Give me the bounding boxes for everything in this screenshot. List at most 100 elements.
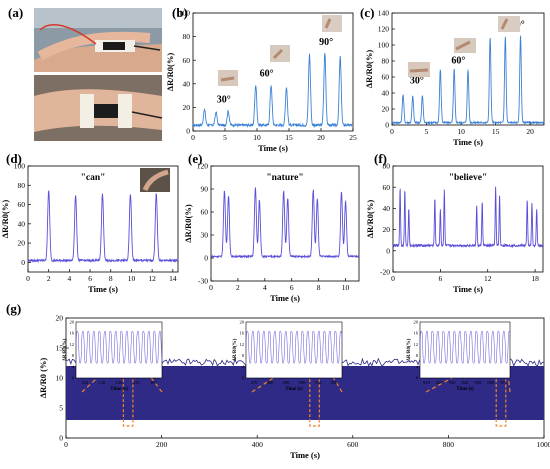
inset-y-tick-label: 8 xyxy=(416,353,419,358)
inset-x-tick-label: 130 xyxy=(98,380,106,385)
panel-label-d: (d) xyxy=(6,151,22,166)
x-tick-label: 25 xyxy=(349,133,357,142)
series-line xyxy=(192,53,354,128)
inset-x-tick-label: 940 xyxy=(462,380,470,385)
x-tick-label: 5 xyxy=(223,133,227,142)
x-axis-label: Time (s) xyxy=(453,137,483,147)
panel-label-c: (c) xyxy=(360,5,374,20)
inset-y-tick-label: 4 xyxy=(242,364,245,369)
x-tick-label: 15 xyxy=(285,133,293,142)
angle-annotation: 30° xyxy=(410,75,424,86)
inset-series-line xyxy=(75,330,163,364)
y-tick-label: 60 xyxy=(201,208,209,217)
inset-y-tick-label: 20 xyxy=(70,320,75,325)
x-axis-label: Time (s) xyxy=(453,284,483,294)
x-tick-label: 20 xyxy=(317,133,325,142)
photo-wrist-sensor-bottom xyxy=(34,75,163,141)
y-tick-label: 20 xyxy=(383,225,391,234)
angle-annotation: 60° xyxy=(260,69,274,80)
inset-y-axis-label: ΔR/R0(%) xyxy=(233,338,238,361)
angle-annotation: 60° xyxy=(451,55,465,66)
y-tick-label: 90 xyxy=(201,185,209,194)
panel-label-g: (g) xyxy=(6,301,21,316)
x-tick-label: 8 xyxy=(317,283,321,292)
inset-x-tick-label: 970 xyxy=(500,380,508,385)
inset-x-axis-label: Time (s) xyxy=(456,387,474,392)
x-tick-label: 200 xyxy=(156,440,168,449)
panel-label-b: (b) xyxy=(172,5,188,20)
highlight-box xyxy=(122,353,134,427)
x-tick-label: 14 xyxy=(169,274,177,283)
plot-frame xyxy=(392,165,544,273)
inset-x-tick-label: 150 xyxy=(133,380,141,385)
y-tick-label: 140 xyxy=(378,9,390,18)
spoken-word-label: "believe" xyxy=(449,173,488,183)
inset-x-tick-label: 480 xyxy=(267,380,275,385)
y-tick-label: 0 xyxy=(385,121,389,130)
x-tick-label: 0 xyxy=(26,274,30,283)
plot-frame xyxy=(27,165,179,273)
x-tick-label: 400 xyxy=(252,440,264,449)
y-tick-label: 0 xyxy=(59,434,63,443)
x-tick-label: 1000 xyxy=(537,440,550,449)
y-tick-label: 10 xyxy=(56,374,64,383)
y-axis-label: ΔR/R0 (%) xyxy=(38,358,48,399)
x-axis-label: Time (s) xyxy=(270,293,300,303)
inset-y-tick-label: 12 xyxy=(414,342,419,347)
plot-frame xyxy=(210,165,360,282)
x-tick-label: 2 xyxy=(47,274,51,283)
inset-x-tick-label: 920 xyxy=(436,380,444,385)
y-tick-label: 100 xyxy=(378,41,390,50)
y-tick-label: 60 xyxy=(18,200,26,209)
y-tick-label: 60 xyxy=(383,183,391,192)
y-tick-label: 0 xyxy=(21,258,25,267)
inset-y-tick-label: 16 xyxy=(414,331,419,336)
x-tick-label: 0 xyxy=(391,274,395,283)
y-tick-label: 40 xyxy=(383,204,391,213)
inset-x-tick-label: 500 xyxy=(299,380,307,385)
photo-bend-60-b xyxy=(270,45,290,62)
inset-x-tick-label: 950 xyxy=(474,380,482,385)
inset-y-axis-label: ΔR/R0(%) xyxy=(63,338,68,361)
highlight-box xyxy=(495,353,507,427)
inset-frame xyxy=(245,321,343,379)
inset-y-tick-label: 20 xyxy=(414,320,419,325)
x-axis-label: Time (s) xyxy=(88,284,118,294)
y-axis-label: ΔR/R0(%) xyxy=(183,204,193,243)
inset-frame xyxy=(419,321,511,379)
inset-frame xyxy=(75,321,163,379)
inset-y-tick-label: 4 xyxy=(416,364,419,369)
y-tick-label: 20 xyxy=(183,103,191,112)
inset-y-tick-label: 4 xyxy=(72,364,75,369)
inset-x-axis-label: Time (s) xyxy=(285,387,303,392)
x-axis-label: Time (s) xyxy=(290,450,320,460)
chart-d: 0 2 4 6 8 10 12 14 0 20 40 60 80 100 Time (s) ΔR/R0(%) "… xyxy=(0,162,179,294)
inset-x-tick-label: 510 xyxy=(315,380,323,385)
y-tick-label: 80 xyxy=(18,181,26,190)
x-tick-label: 18 xyxy=(531,274,539,283)
y-axis-label: ΔR/R0(%) xyxy=(0,200,10,239)
inset-chart: 470 480 490 500 510 520 0 4 8 12 16 20 Time (s) ΔR/R0… xyxy=(233,320,343,392)
photo-bend-30-b xyxy=(218,70,238,86)
y-tick-label: 0 xyxy=(204,254,208,263)
x-tick-label: 0 xyxy=(191,133,195,142)
y-tick-label: 5 xyxy=(59,404,63,413)
photo-bend-90-b xyxy=(322,15,342,32)
panel-label-a: (a) xyxy=(8,5,23,20)
x-tick-label: 20 xyxy=(526,127,534,136)
inset-x-tick-label: 160 xyxy=(150,380,158,385)
y-tick-label: 0 xyxy=(186,127,190,136)
y-axis-label: ΔR/R0(%) xyxy=(165,53,175,92)
inset-y-tick-label: 16 xyxy=(70,331,75,336)
plot-frame xyxy=(192,12,354,132)
spoken-word-label: "can" xyxy=(81,173,106,183)
x-tick-label: 10 xyxy=(253,133,261,142)
inset-y-tick-label: 12 xyxy=(240,342,245,347)
inset-chart: 120 130 140 150 160 0 4 8 12 16 20 Time (s) ΔR/R0(%) xyxy=(63,320,163,392)
x-tick-label: 15 xyxy=(492,127,500,136)
y-tick-label: 15 xyxy=(56,344,64,353)
inset-x-tick-label: 960 xyxy=(487,380,495,385)
series-line xyxy=(27,190,179,264)
series-line xyxy=(210,187,360,259)
